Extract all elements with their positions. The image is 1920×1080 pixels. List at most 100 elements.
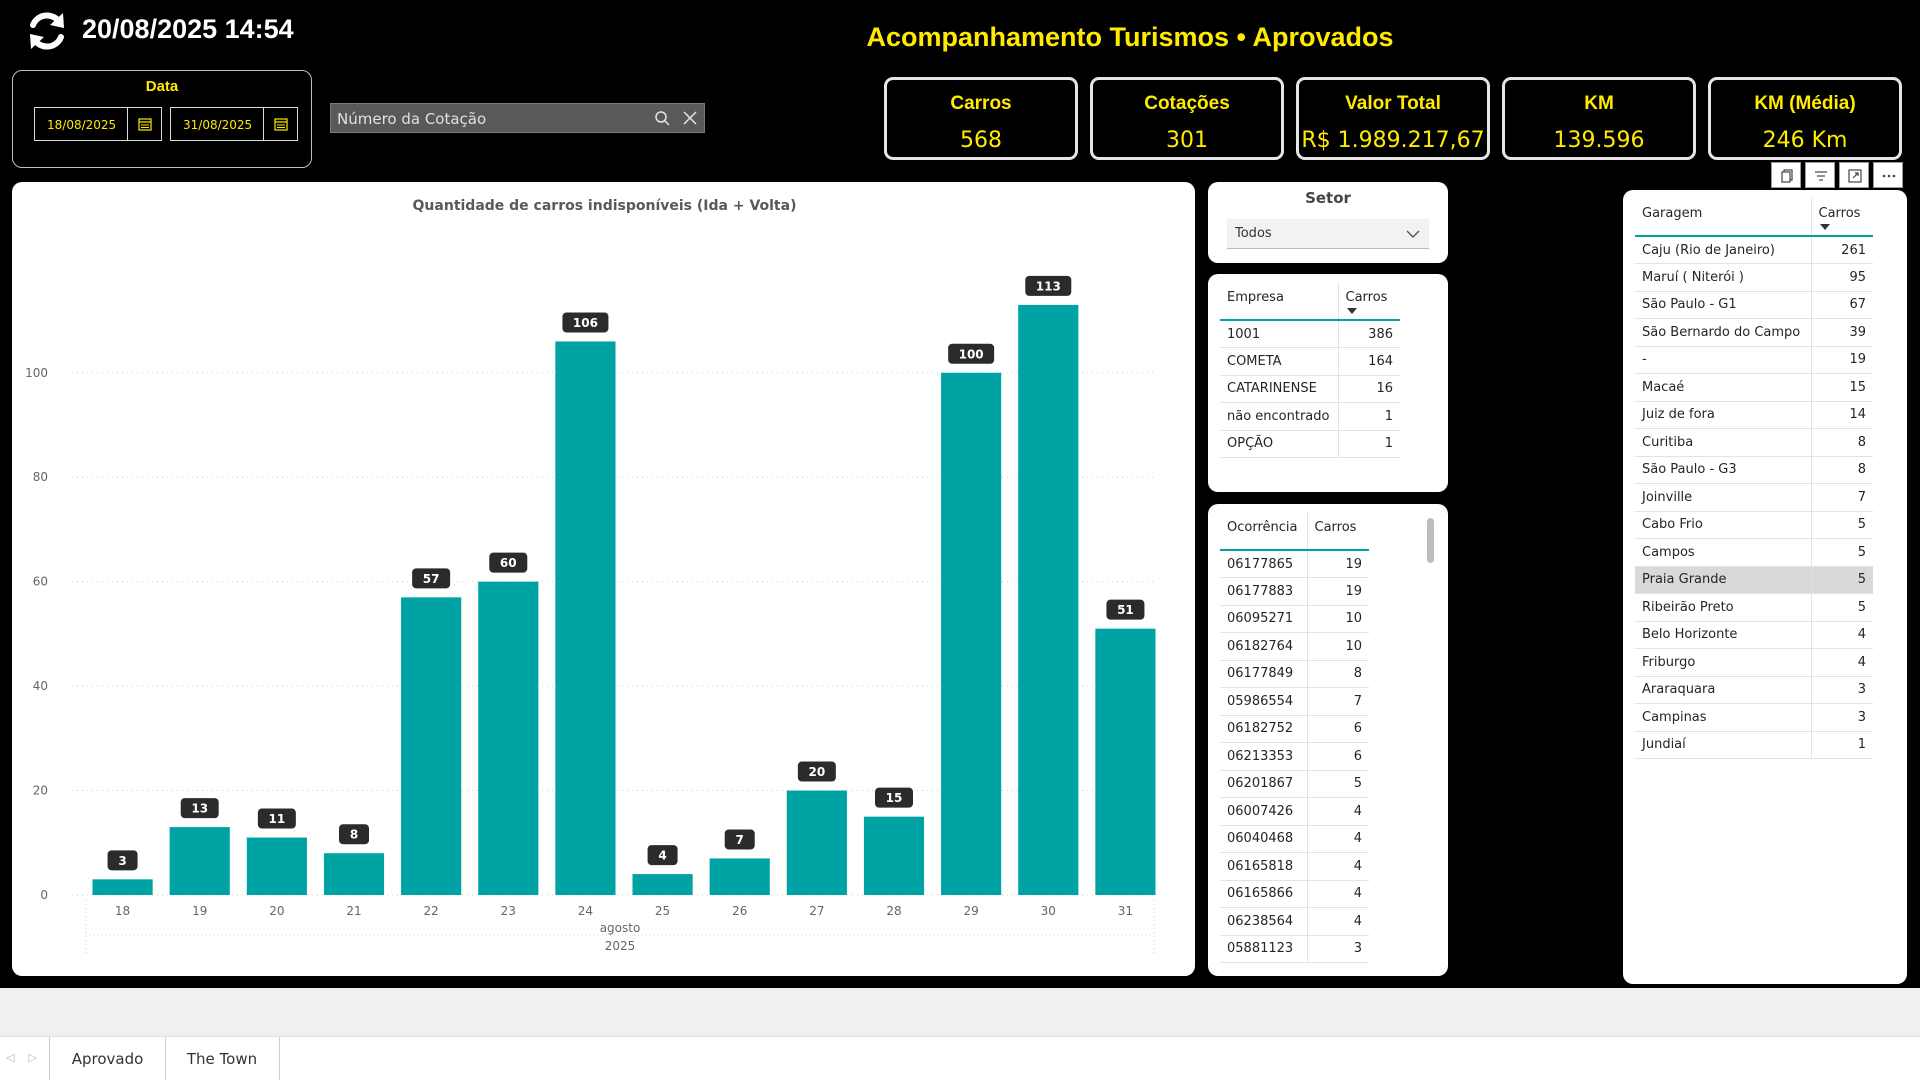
table-row[interactable]: 06165818 4 <box>1220 852 1369 881</box>
table-row[interactable]: Macaé 15 <box>1635 373 1873 402</box>
table-row[interactable]: 06095271 10 <box>1220 605 1369 633</box>
refresh-icon[interactable] <box>24 8 70 54</box>
table-row[interactable]: 06182764 10 <box>1220 632 1369 661</box>
table-row[interactable]: Ribeirão Preto 5 <box>1635 593 1873 622</box>
search-input[interactable] <box>337 108 637 130</box>
table-row[interactable]: São Paulo - G3 8 <box>1635 456 1873 484</box>
calendar-icon[interactable] <box>127 108 161 140</box>
data-label-bg <box>107 850 138 871</box>
column-header-carros[interactable]: Carros <box>1306 512 1369 551</box>
column-header-empresa[interactable]: Empresa <box>1220 282 1338 321</box>
table-row[interactable]: Jundiaí 1 <box>1635 731 1873 759</box>
tab-scroll-arrows[interactable]: ◁▷ <box>6 1051 51 1064</box>
row-value-cell: 6 <box>1306 715 1369 743</box>
setor-selected-value: Todos <box>1235 226 1272 241</box>
column-header-garagem[interactable]: Garagem <box>1635 198 1811 237</box>
table-row[interactable]: Araraquara 3 <box>1635 676 1873 704</box>
table-row[interactable]: 06238564 4 <box>1220 907 1369 936</box>
column-header-label: Carros <box>1818 206 1861 221</box>
table-row[interactable]: Campinas 3 <box>1635 703 1873 732</box>
close-icon[interactable] <box>682 110 698 130</box>
row-value-cell: 164 <box>1337 347 1400 376</box>
copy-icon[interactable] <box>1771 162 1801 188</box>
table-row[interactable]: -19 <box>1635 346 1873 374</box>
search-icon[interactable] <box>654 110 671 131</box>
kpi-value: 139.596 <box>1553 128 1645 153</box>
table-row[interactable]: 06007426 4 <box>1220 797 1369 826</box>
table-row[interactable]: 06213353 6 <box>1220 742 1369 771</box>
more-options-icon[interactable] <box>1873 162 1903 188</box>
focus-mode-icon[interactable] <box>1839 162 1869 188</box>
data-label: 4 <box>658 849 666 863</box>
x-tick-label: 24 <box>578 904 593 918</box>
table-row[interactable]: 05881123 3 <box>1220 935 1369 963</box>
table-row[interactable]: Maruí ( Niterói ) 95 <box>1635 263 1873 292</box>
table-row[interactable]: 06177883 19 <box>1220 577 1369 606</box>
kpi-label: KM (Média) <box>1754 93 1856 114</box>
table-row[interactable]: Belo Horizonte 4 <box>1635 621 1873 649</box>
row-label-cell: Cabo Frio <box>1635 511 1811 539</box>
table-row[interactable]: 06165866 4 <box>1220 880 1369 908</box>
chart-bar <box>709 858 770 895</box>
table-row[interactable]: 06201867 5 <box>1220 770 1369 798</box>
row-value-cell: 5 <box>1810 593 1873 622</box>
column-header-carros[interactable]: Carros <box>1337 282 1400 321</box>
column-header-ocorrencia[interactable]: Ocorrência <box>1220 512 1307 551</box>
table-row[interactable]: Juiz de fora 14 <box>1635 401 1873 429</box>
table-row[interactable]: Curitiba 8 <box>1635 428 1873 457</box>
start-date-input[interactable]: 18/08/2025 <box>34 107 162 141</box>
x-tick-label: 19 <box>192 904 207 918</box>
chart-bar <box>169 827 230 895</box>
x-tick-label: 28 <box>886 904 901 918</box>
row-value-cell: 5 <box>1810 566 1873 594</box>
filter-icon[interactable] <box>1805 162 1835 188</box>
tab-aprovado[interactable]: Aprovado <box>49 1037 166 1080</box>
row-value-cell: 19 <box>1810 346 1873 374</box>
setor-dropdown[interactable]: Todos <box>1227 219 1429 249</box>
table-row[interactable]: 1001 386 <box>1220 320 1400 348</box>
table-row[interactable]: 06177865 19 <box>1220 550 1369 578</box>
table-row[interactable]: não encontrado 1 <box>1220 402 1400 431</box>
last-refresh-datetime: 20/08/2025 14:54 <box>82 14 294 44</box>
table-row[interactable]: 06182752 6 <box>1220 715 1369 743</box>
table-row[interactable]: 06177849 8 <box>1220 660 1369 688</box>
x-tick-label: 18 <box>115 904 130 918</box>
quote-number-search <box>330 103 705 133</box>
chart-bar <box>1095 628 1156 895</box>
row-value-cell: 5 <box>1810 511 1873 539</box>
table-row[interactable]: Caju (Rio de Janeiro) 261 <box>1635 236 1873 264</box>
calendar-icon[interactable] <box>263 108 297 140</box>
table-row[interactable]: OPÇÃO 1 <box>1220 430 1400 458</box>
table-row[interactable]: Cabo Frio 5 <box>1635 511 1873 539</box>
x-axis-year-label: 2025 <box>605 939 636 953</box>
row-value-cell: 39 <box>1810 318 1873 347</box>
table-row[interactable]: 06040468 4 <box>1220 825 1369 853</box>
table-row[interactable]: COMETA 164 <box>1220 347 1400 376</box>
table-row[interactable]: CATARINENSE 16 <box>1220 375 1400 403</box>
tab-the-town[interactable]: The Town <box>165 1037 280 1080</box>
table-row[interactable]: 05986554 7 <box>1220 687 1369 716</box>
table-row[interactable]: Campos 5 <box>1635 538 1873 567</box>
chart-bar <box>246 837 307 895</box>
row-label-cell: Friburgo <box>1635 648 1811 677</box>
row-label-cell: 06238564 <box>1220 907 1307 936</box>
report-footer-area <box>0 988 1920 1036</box>
column-header-carros[interactable]: Carros <box>1810 198 1873 237</box>
x-tick-label: 29 <box>964 904 979 918</box>
x-tick-label: 20 <box>269 904 284 918</box>
chevron-down-icon <box>1406 230 1420 238</box>
column-header-label: Carros <box>1314 520 1357 535</box>
end-date-input[interactable]: 31/08/2025 <box>170 107 298 141</box>
table-row[interactable]: São Paulo - G1 67 <box>1635 291 1873 319</box>
table-row[interactable]: Friburgo 4 <box>1635 648 1873 677</box>
row-value-cell: 7 <box>1810 483 1873 512</box>
table-row[interactable]: Joinville 7 <box>1635 483 1873 512</box>
table-row[interactable]: Praia Grande 5 <box>1635 566 1873 594</box>
row-label-cell: 06165866 <box>1220 880 1307 908</box>
x-tick-label: 30 <box>1041 904 1056 918</box>
kpi-value: 301 <box>1166 128 1208 153</box>
row-label-cell: Araraquara <box>1635 676 1811 704</box>
x-tick-label: 26 <box>732 904 747 918</box>
table-row[interactable]: São Bernardo do Campo 39 <box>1635 318 1873 347</box>
table-scrollbar[interactable] <box>1427 518 1434 563</box>
